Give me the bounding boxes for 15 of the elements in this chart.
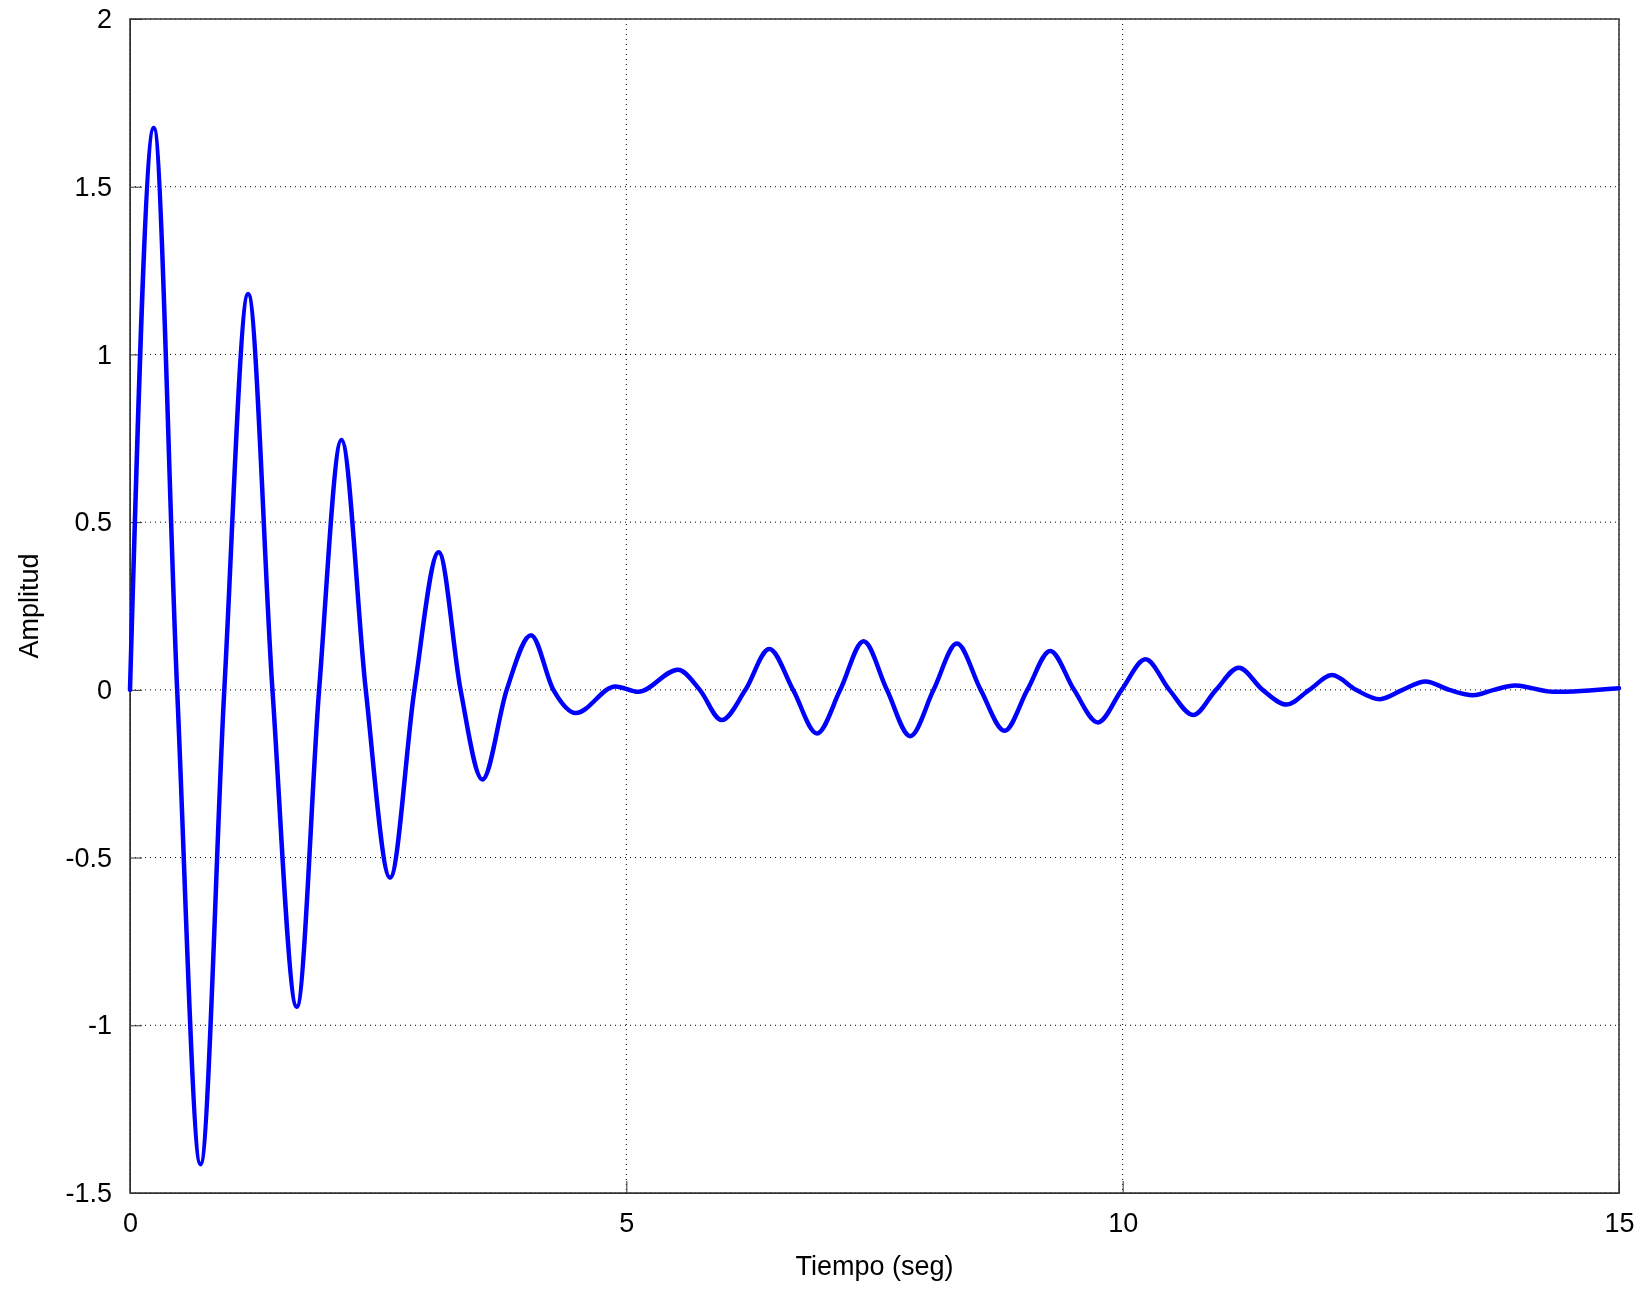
x-tick-label: 15 (1604, 1208, 1635, 1239)
y-tick-label: 2 (96, 4, 112, 35)
x-tick-label: 10 (1108, 1208, 1139, 1239)
y-tick-label: -0.5 (65, 842, 112, 873)
y-tick-label: 1 (96, 339, 112, 370)
y-tick-label: -1 (87, 1010, 112, 1041)
line-series (127, 125, 1622, 1167)
x-tick-label: 5 (619, 1208, 635, 1239)
y-axis-title: Amplitud (14, 553, 44, 659)
y-tick-label: 0.5 (74, 507, 112, 538)
x-tick-label: 0 (122, 1208, 139, 1239)
y-tick-label: 0 (96, 675, 112, 705)
y-tick-label: 1.5 (74, 171, 112, 202)
x-axis-title: Tiempo (seg) (795, 1251, 954, 1281)
y-tick-label: -1.5 (65, 1178, 112, 1209)
